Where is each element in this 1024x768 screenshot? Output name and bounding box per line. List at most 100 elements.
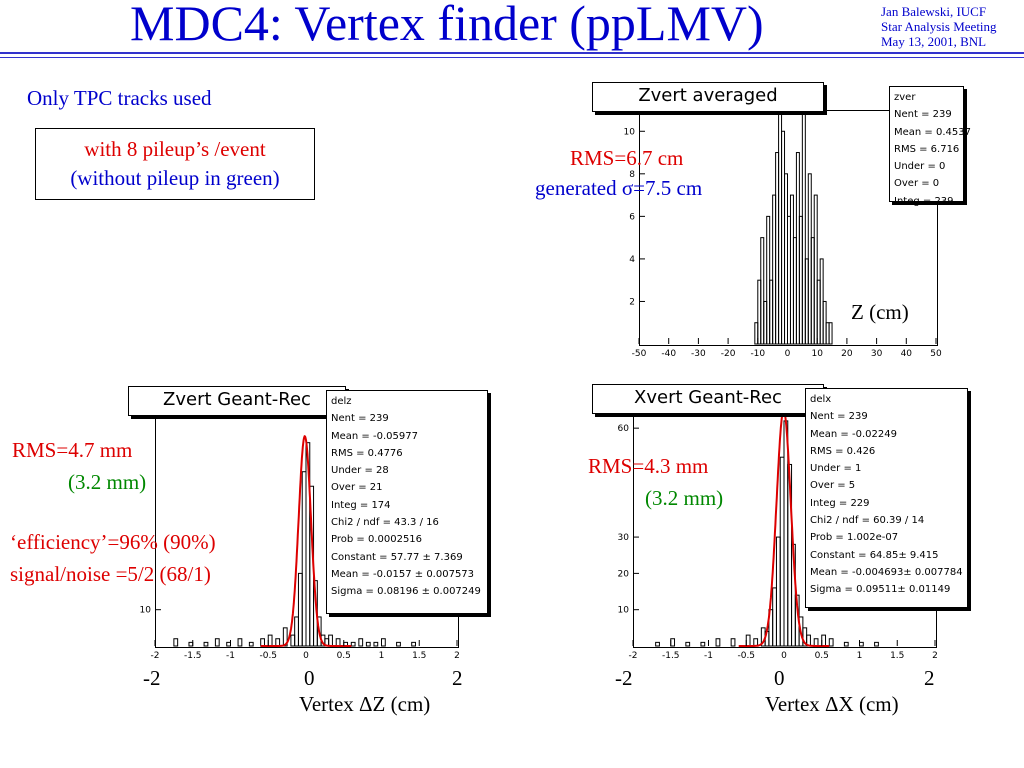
- zvert-y-tick-label: 2: [629, 297, 635, 307]
- zvert-stat-line: Under = 0: [894, 161, 946, 173]
- delx-rms-green-note: (3.2 mm): [645, 486, 724, 510]
- delz-stat-line: Mean = -0.0157 ± 0.007573: [331, 568, 475, 580]
- no-pileup-line: (without pileup in green): [36, 164, 314, 193]
- delz-stat-line: Under = 28: [331, 465, 389, 477]
- delx-tick-0: 0: [774, 666, 785, 690]
- delx-axis-label: Vertex ΔX (cm): [765, 692, 899, 716]
- delz-bar: [173, 638, 179, 647]
- zvert-x-tick-label: -30: [691, 349, 706, 358]
- delx-x-tick-label: -2: [629, 651, 638, 661]
- delz-x-tick-label: -1.5: [184, 651, 202, 661]
- delx-x-tick-label: -0.5: [737, 651, 755, 661]
- delz-eff-note: ‘efficiency’=96% (90%): [10, 530, 216, 555]
- delz-stats-box: delz Nent = 239 Mean = -0.05977 RMS = 0.477…: [326, 390, 488, 614]
- delz-bar: [237, 638, 243, 647]
- delx-x-tick-label: 1: [857, 651, 863, 661]
- delz-tick-minus2: -2: [143, 666, 161, 690]
- delz-bar: [358, 638, 364, 647]
- delz-y-tick-label: 10: [140, 606, 152, 616]
- delx-bar: [859, 641, 864, 647]
- delx-stat-line: Chi2 / ndf = 60.39 / 14: [810, 515, 925, 527]
- delx-x-tick-label: 0.5: [815, 651, 829, 661]
- meeting-date: May 13, 2001, BNL: [881, 34, 987, 49]
- delz-bar: [335, 638, 341, 647]
- zvert-histogram: -50 -40 -30 -20 -10 0 10 20 30 40 50 2 4 6 8 10: [624, 108, 942, 358]
- delz-stat-line: Integ = 174: [331, 499, 391, 511]
- delx-stat-line: Mean = -0.02249: [810, 428, 897, 440]
- delx-bar: [843, 641, 849, 647]
- delz-bar: [214, 638, 220, 647]
- zvert-rms-note: RMS=6.7 cm: [570, 146, 684, 170]
- delz-bar: [411, 641, 416, 647]
- delz-bar: [226, 641, 231, 647]
- zvert-bar: [813, 194, 818, 345]
- delx-bar: [813, 638, 819, 647]
- delx-title-box: Xvert Geant-Rec: [592, 384, 824, 414]
- delz-tick-0: 0: [304, 666, 315, 690]
- header-rule: [0, 52, 1024, 54]
- zvert-x-tick-label: 0: [785, 349, 791, 358]
- header-rule-thin: [0, 57, 1024, 58]
- zvert-stat-line: Nent = 239: [894, 109, 952, 121]
- delx-y-tick-label: 20: [618, 569, 630, 579]
- delx-stat-line: Under = 1: [810, 463, 862, 475]
- delz-x-tick-label: 1: [379, 651, 385, 661]
- delx-bar: [700, 641, 706, 647]
- zvert-x-tick-label: -20: [721, 349, 736, 358]
- delz-rms-note: RMS=4.7 mm: [12, 438, 133, 462]
- delx-stat-line: Constant = 64.85± 9.415: [810, 549, 939, 561]
- delz-x-tick-label: -1: [226, 651, 235, 661]
- zvert-x-tick-label: 40: [901, 349, 913, 358]
- delz-stat-line: Sigma = 0.08196 ± 0.007249: [331, 586, 481, 598]
- delx-stat-line: Integ = 229: [810, 497, 870, 509]
- delz-stat-line: Constant = 57.77 ± 7.369: [331, 551, 463, 563]
- delx-x-tick-label: 1.5: [890, 651, 904, 661]
- zvert-x-tick-label: -40: [661, 349, 676, 358]
- delz-axis-label: Vertex ΔZ (cm): [299, 692, 431, 716]
- page-title: MDC4: Vertex finder (ppLMV): [130, 0, 764, 51]
- delz-rms-green-note: (3.2 mm): [68, 470, 147, 494]
- delz-bar: [297, 572, 303, 647]
- delx-bar: [821, 634, 827, 647]
- delz-bar: [316, 616, 322, 647]
- delz-bar: [373, 641, 379, 647]
- delx-tick-minus2: -2: [615, 666, 633, 690]
- delx-bar: [685, 641, 691, 647]
- delz-bar: [328, 634, 333, 647]
- delz-x-tick-label: 0: [303, 651, 309, 661]
- delz-tick-2: 2: [452, 666, 463, 690]
- delz-bar: [365, 641, 371, 647]
- delx-x-tick-label: -1.5: [662, 651, 680, 661]
- delz-sn-note: signal/noise =5/2 (68/1): [10, 562, 211, 586]
- zvert-plot-frame: [639, 110, 938, 346]
- delx-stat-line: Mean = -0.004693± 0.007784: [810, 566, 963, 578]
- tpc-note: Only TPC tracks used: [27, 86, 212, 110]
- zvert-stat-line: Mean = 0.4537: [894, 126, 971, 138]
- delx-bar: [670, 638, 676, 647]
- delx-stats-box: delx Nent = 239 Mean = -0.02249 RMS = 0.426…: [805, 388, 968, 608]
- delx-bar: [745, 634, 751, 647]
- delz-stat-line: delz: [331, 396, 352, 407]
- delx-stat-line: Prob = 1.002e-07: [810, 532, 899, 544]
- zvert-y-tick-label: 10: [624, 127, 636, 137]
- delx-stat-line: Over = 5: [810, 480, 856, 492]
- zvert-x-tick-label: 30: [871, 349, 883, 358]
- author: Jan Balewski, IUCF: [881, 4, 987, 19]
- zvert-stat-line: RMS = 6.716: [894, 143, 960, 155]
- delz-bar: [350, 641, 356, 647]
- delz-bar: [294, 616, 299, 647]
- zvert-x-tick-label: -10: [750, 349, 765, 358]
- meeting-info: Jan Balewski, IUCF Star Analysis Meeting…: [881, 4, 997, 49]
- zvert-stat-line: Integ = 239: [894, 195, 954, 207]
- delz-x-tick-label: -0.5: [259, 651, 277, 661]
- meeting-name: Star Analysis Meeting: [881, 19, 997, 34]
- delx-y-tick-label: 30: [618, 533, 630, 543]
- delx-bar: [775, 536, 781, 647]
- zvert-bar: [828, 322, 833, 345]
- no-pileup-text: (without pileup in green): [70, 166, 280, 190]
- delx-y-tick-label: 10: [618, 606, 630, 616]
- delx-x-tick-label: 0: [781, 651, 787, 661]
- delx-bar: [715, 638, 721, 647]
- zvert-stat-line: Over = 0: [894, 178, 940, 190]
- delz-title-box: Zvert Geant-Rec: [128, 386, 346, 416]
